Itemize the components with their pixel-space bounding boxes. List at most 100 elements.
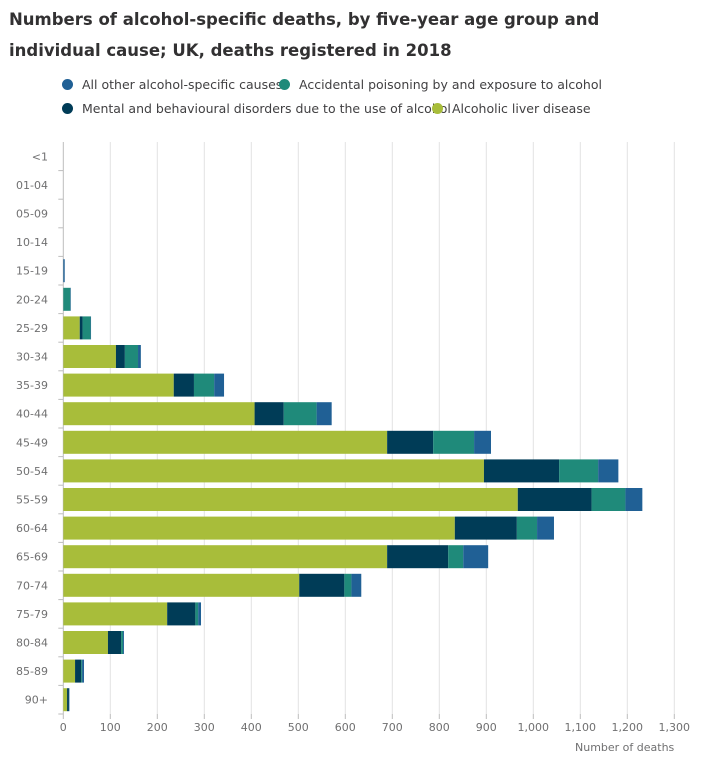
x-tick-label: 1,100 (565, 721, 597, 734)
bar-segment (63, 659, 76, 683)
legend-swatch-icon (62, 79, 73, 90)
y-tick-label: 20-24 (16, 293, 48, 306)
y-tick-label: 85-89 (16, 665, 48, 678)
bar-segment (63, 259, 65, 283)
x-tick-label: 300 (194, 721, 215, 734)
y-tick-label: 25-29 (16, 322, 48, 335)
bar-segment (63, 573, 300, 597)
legend-label: Alcoholic liver disease (452, 101, 591, 116)
bar-segment (63, 402, 255, 426)
legend-label: Mental and behavioural disorders due to … (82, 101, 451, 116)
bar-segment (63, 373, 174, 397)
bar-segment (559, 459, 599, 483)
bar-segment (138, 345, 141, 368)
bar-segment (387, 430, 434, 454)
bar-segment (254, 402, 284, 426)
bar-segment (516, 516, 538, 540)
chart-title: Numbers of alcohol-specific deaths, by f… (9, 10, 600, 60)
y-tick-label: 50-54 (16, 465, 48, 478)
legend-item-accidental: Accidental poisoning by and exposure to … (279, 77, 602, 92)
bar-segment (122, 631, 124, 654)
bar-segment (167, 602, 196, 626)
bar-segment (454, 516, 517, 540)
bar-segment (537, 516, 554, 540)
bar-segment (63, 631, 108, 654)
bar-segment (63, 602, 168, 626)
legend-swatch-icon (62, 103, 73, 114)
bar-segment (195, 602, 199, 626)
x-tick-label: 600 (335, 721, 356, 734)
y-tick-label: 15-19 (16, 265, 48, 278)
x-tick-label: 0 (60, 721, 67, 734)
bar-segment (433, 430, 475, 454)
bar-segment (283, 402, 317, 426)
bar-segment (82, 659, 84, 683)
bar-segment (474, 430, 491, 454)
bar-segment (483, 459, 560, 483)
y-tick-label: <1 (32, 150, 48, 163)
y-tick-label: 40-44 (16, 408, 48, 421)
x-tick-label: 500 (288, 721, 309, 734)
legend-item-liver: Alcoholic liver disease (432, 101, 591, 116)
bar-segment (173, 373, 194, 397)
bar-segment (63, 430, 388, 454)
y-tick-label: 01-04 (16, 179, 48, 192)
y-tick-label: 70-74 (16, 579, 48, 592)
bar-segment (107, 631, 122, 654)
bar-segment (598, 459, 619, 483)
bar-segment (198, 602, 202, 626)
bar-segment (63, 545, 388, 569)
legend-label: All other alcohol-specific causes (82, 77, 283, 92)
x-tick-label: 1,200 (612, 721, 644, 734)
x-tick-label: 400 (241, 721, 262, 734)
y-tick-label: 65-69 (16, 551, 48, 564)
bar-segment (387, 545, 449, 569)
y-tick-label: 05-09 (16, 208, 48, 221)
bar-segment (63, 516, 455, 540)
x-tick-label: 1,300 (659, 721, 691, 734)
bar-segment (625, 488, 643, 511)
bar-segment (79, 316, 83, 340)
x-tick-label: 700 (382, 721, 403, 734)
bar-segment (214, 373, 225, 397)
bar-segment (63, 345, 116, 368)
bar-segment (299, 573, 345, 597)
y-tick-label: 30-34 (16, 351, 48, 364)
x-tick-label: 800 (429, 721, 450, 734)
y-tick-label: 10-14 (16, 236, 48, 249)
legend-swatch-icon (279, 79, 290, 90)
bar-segment (75, 659, 82, 683)
bar-segment (316, 402, 332, 426)
bar-segment (193, 373, 215, 397)
bar-segment (67, 688, 69, 712)
x-tick-label: 900 (476, 721, 497, 734)
bar-segment (81, 659, 83, 683)
y-tick-label: 45-49 (16, 436, 48, 449)
bar-segment (463, 545, 489, 569)
legend-item-mental: Mental and behavioural disorders due to … (62, 101, 451, 116)
bar-segment (63, 316, 80, 340)
legend-label: Accidental poisoning by and exposure to … (299, 77, 602, 92)
bar-segment (115, 345, 125, 368)
x-tick-label: 200 (147, 721, 168, 734)
bar-segment (63, 459, 484, 483)
bar-segment (63, 688, 68, 712)
y-tick-label: 75-79 (16, 608, 48, 621)
y-tick-label: 90+ (25, 694, 48, 707)
y-tick-label: 60-64 (16, 522, 48, 535)
bar-segment (82, 316, 91, 340)
bar-segment (517, 488, 592, 511)
y-tick-label: 55-59 (16, 494, 48, 507)
y-tick-label: 35-39 (16, 379, 48, 392)
bar-segment (63, 488, 518, 511)
bar-segment (351, 573, 362, 597)
bar-segment (63, 287, 71, 311)
legend-swatch-icon (432, 103, 443, 114)
bar-segment (121, 631, 123, 654)
bar-segment (124, 345, 139, 368)
x-tick-label: 100 (100, 721, 121, 734)
bar-segment (591, 488, 626, 511)
legend-item-other: All other alcohol-specific causes (62, 77, 282, 92)
bar-segment (448, 545, 464, 569)
